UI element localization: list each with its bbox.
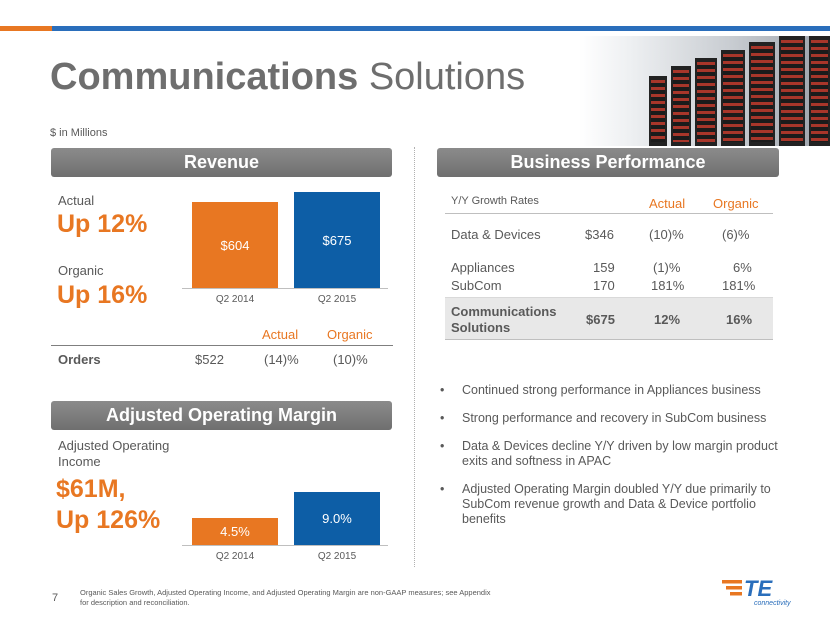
margin-tick-q2-2014: Q2 2014: [215, 551, 255, 562]
revenue-organic-value: Up 16%: [57, 281, 148, 309]
revenue-bar-q2-2015: $675: [294, 192, 380, 288]
page-title: Communications Solutions: [50, 56, 525, 99]
revenue-tick-q2-2015: Q2 2015: [317, 294, 357, 305]
bp-total-value: $675: [586, 312, 615, 327]
units-note: $ in Millions: [50, 127, 108, 139]
bp-header-organic: Organic: [713, 196, 759, 211]
margin-banner: Adjusted Operating Margin: [51, 401, 392, 430]
revenue-banner: Revenue: [51, 148, 392, 177]
list-item: Data & Devices decline Y/Y driven by low…: [440, 439, 800, 469]
bp-total-name: Communications Solutions: [451, 304, 557, 335]
revenue-bar-label-q2-2015: $675: [322, 232, 352, 248]
bp-row-value: $346: [585, 227, 614, 242]
bp-row-name: Appliances: [451, 260, 515, 275]
bp-total-organic: 16%: [726, 312, 753, 327]
revenue-organic-label: Organic: [58, 263, 104, 278]
orders-organic: (10)%: [333, 352, 368, 367]
bp-row-actual: (10)%: [649, 227, 684, 242]
list-item: Strong performance and recovery in SubCo…: [440, 411, 800, 426]
bp-row-name: SubCom: [451, 278, 502, 293]
bp-header-actual: Actual: [649, 196, 686, 211]
server-rack-photo: [579, 36, 830, 146]
title-bold: Communications: [50, 56, 359, 98]
orders-label: Orders: [58, 352, 101, 367]
table-row: Data & Devices $346 (10)% (6)%: [445, 214, 773, 248]
bp-row-actual: 181%: [651, 278, 685, 293]
orders-value: $522: [195, 352, 224, 367]
bp-header-row: Y/Y Growth Rates Actual Organic: [445, 188, 773, 214]
revenue-x-axis: [182, 288, 388, 289]
margin-bar-label-q2-2014: 4.5%: [220, 524, 250, 539]
key-points-list: Continued strong performance in Applianc…: [440, 383, 800, 540]
margin-bar-q2-2015: 9.0%: [294, 492, 380, 545]
bp-row-actual: (1)%: [653, 260, 681, 275]
bp-row-organic: (6)%: [722, 227, 750, 242]
bp-row-organic: 181%: [722, 278, 756, 293]
margin-bar-label-q2-2015: 9.0%: [322, 511, 352, 526]
logo-subtext: connectivity: [754, 600, 791, 607]
margin-label: Adjusted Operating Income: [58, 438, 170, 469]
margin-bar-q2-2014: 4.5%: [192, 518, 278, 545]
orders-header-actual: Actual: [262, 327, 299, 342]
header-rule-orange: [0, 26, 52, 31]
margin-value-line1: $61M,: [56, 475, 126, 503]
table-row: SubCom 170 181% 181%: [445, 274, 773, 298]
logo-text: TE: [744, 576, 773, 601]
margin-value-line2: Up 126%: [56, 506, 161, 534]
bp-total-actual: 12%: [654, 312, 681, 327]
revenue-actual-value: Up 12%: [57, 210, 148, 238]
orders-rule: [51, 345, 393, 346]
header-rule-blue: [52, 26, 830, 31]
margin-bar-chart: 4.5% 9.0% Q2 2014 Q2 2015: [180, 470, 390, 565]
business-performance-banner: Business Performance: [437, 148, 779, 177]
bp-row-organic: 6%: [733, 260, 752, 275]
bp-row-value: 159: [593, 260, 615, 275]
list-item: Adjusted Operating Margin doubled Y/Y du…: [440, 482, 800, 527]
business-performance-table: Y/Y Growth Rates Actual Organic Data & D…: [445, 188, 773, 340]
orders-actual: (14)%: [264, 352, 299, 367]
bp-row-value: 170: [593, 278, 615, 293]
te-connectivity-logo: TE connectivity: [722, 576, 791, 607]
revenue-bar-q2-2014: $604: [192, 202, 278, 288]
revenue-bar-label-q2-2014: $604: [220, 237, 250, 253]
table-row: Appliances 159 (1)% 6%: [445, 248, 773, 275]
orders-header-organic: Organic: [327, 327, 373, 342]
column-divider: [414, 147, 415, 567]
bp-header-label: Y/Y Growth Rates: [451, 195, 539, 207]
footnote: Organic Sales Growth, Adjusted Operating…: [80, 588, 491, 607]
bp-row-name: Data & Devices: [451, 227, 541, 242]
revenue-bar-chart: $604 $675 Q2 2014 Q2 2015: [180, 180, 390, 312]
list-item: Continued strong performance in Applianc…: [440, 383, 800, 398]
margin-x-axis: [182, 545, 388, 546]
bp-total-row: Communications Solutions $675 12% 16%: [445, 298, 773, 340]
revenue-actual-label: Actual: [58, 193, 95, 208]
page-number: 7: [52, 592, 59, 604]
revenue-tick-q2-2014: Q2 2014: [215, 294, 255, 305]
title-rest: Solutions: [368, 56, 526, 98]
margin-tick-q2-2015: Q2 2015: [317, 551, 357, 562]
